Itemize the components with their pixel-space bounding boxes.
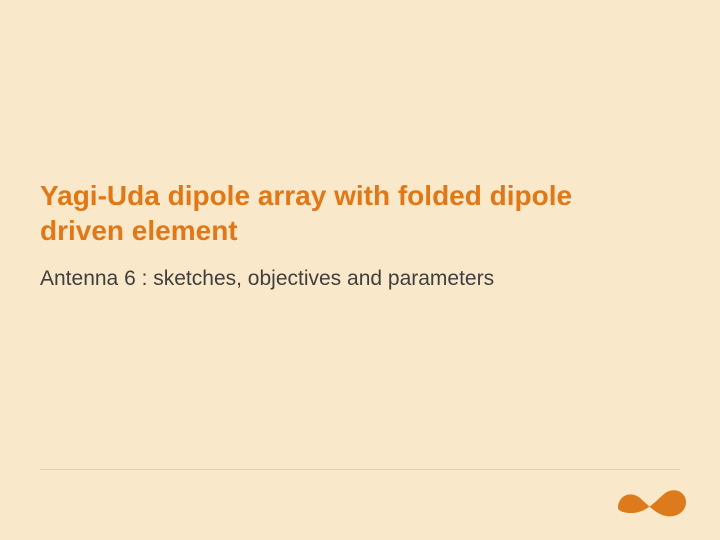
infinity-logo-icon bbox=[612, 476, 690, 526]
slide: Yagi-Uda dipole array with folded dipole… bbox=[0, 0, 720, 540]
slide-title: Yagi-Uda dipole array with folded dipole… bbox=[40, 178, 600, 248]
footer-rule bbox=[40, 469, 680, 470]
slide-subtitle: Antenna 6 : sketches, objectives and par… bbox=[40, 265, 600, 292]
